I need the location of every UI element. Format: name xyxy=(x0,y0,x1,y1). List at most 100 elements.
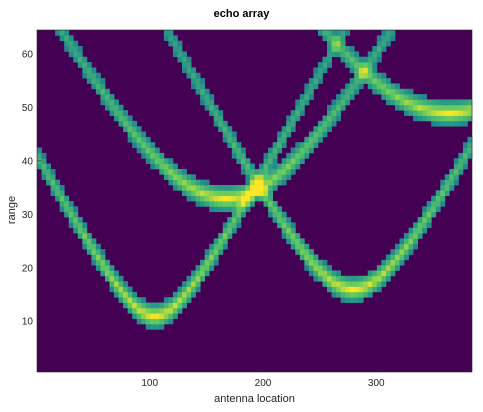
heatmap-cell xyxy=(449,104,455,111)
heatmap-cell xyxy=(55,30,61,36)
heatmap-cell xyxy=(340,286,346,293)
heatmap-cell xyxy=(218,115,224,122)
heatmap-cell xyxy=(100,83,106,90)
heatmap-cell xyxy=(372,46,378,52)
heatmap-cell xyxy=(222,222,228,229)
heatmap-cell xyxy=(277,174,283,181)
heatmap-cell xyxy=(263,158,269,164)
heatmap-cell xyxy=(295,142,301,148)
heatmap-cell xyxy=(340,56,346,63)
heatmap-cell xyxy=(268,184,274,191)
heatmap-cell xyxy=(272,201,278,207)
heatmap-cell xyxy=(426,99,432,106)
heatmap-cell xyxy=(381,88,387,95)
heatmap-cell xyxy=(440,195,446,202)
heatmap-cell xyxy=(168,35,174,42)
heatmap-cell xyxy=(453,115,459,122)
heatmap-cell xyxy=(417,233,423,239)
heatmap-cell xyxy=(95,265,101,271)
heatmap-cell xyxy=(213,120,219,127)
heatmap-cell xyxy=(59,201,65,207)
heatmap-cell xyxy=(304,259,310,266)
heatmap-cell xyxy=(290,222,296,229)
heatmap-cell xyxy=(168,302,174,309)
heatmap-cell xyxy=(172,297,178,303)
heatmap-cell xyxy=(385,35,391,42)
heatmap-cell xyxy=(55,184,61,191)
heatmap-cell xyxy=(399,94,405,100)
heatmap-cell xyxy=(268,168,274,175)
heatmap-cell xyxy=(177,307,183,314)
heatmap-cell xyxy=(322,131,328,138)
heatmap-cell xyxy=(272,152,278,159)
heatmap-cell xyxy=(462,110,468,116)
heatmap-cell xyxy=(159,307,165,314)
heatmap-cell xyxy=(95,259,101,266)
heatmap-cell xyxy=(254,179,260,186)
heatmap-cell xyxy=(240,206,246,213)
heatmap-cell xyxy=(462,99,468,106)
heatmap-cell xyxy=(277,147,283,154)
heatmap-cell xyxy=(444,120,450,127)
heatmap-cell xyxy=(367,281,373,287)
heatmap-cell xyxy=(376,46,382,52)
heatmap-cell xyxy=(249,179,255,186)
heatmap-cell xyxy=(249,190,255,197)
heatmap-cell xyxy=(277,206,283,213)
heatmap-cell xyxy=(95,243,101,250)
heatmap-cell xyxy=(295,158,301,164)
heatmap-cell xyxy=(154,147,160,154)
heatmap-cell xyxy=(141,302,147,309)
heatmap-cell xyxy=(100,265,106,271)
heatmap-cell xyxy=(272,184,278,191)
heatmap-cell xyxy=(159,163,165,170)
heatmap-cell xyxy=(422,206,428,213)
heatmap-cell xyxy=(349,291,355,298)
heatmap-cell xyxy=(272,142,278,148)
heatmap-cell xyxy=(462,163,468,170)
heatmap-cell xyxy=(168,163,174,170)
heatmap-cell xyxy=(245,206,251,213)
y-tick-label: 60 xyxy=(22,50,34,61)
heatmap-cell xyxy=(82,56,88,63)
heatmap-cell xyxy=(372,78,378,84)
heatmap-cell xyxy=(195,88,201,95)
heatmap-cell xyxy=(127,297,133,303)
heatmap-cell xyxy=(195,286,201,293)
heatmap-cell xyxy=(186,56,192,63)
heatmap-cell xyxy=(73,56,79,63)
heatmap-cell xyxy=(177,40,183,47)
heatmap-cell xyxy=(259,190,264,197)
heatmap-cell xyxy=(281,126,287,132)
heatmap-cell xyxy=(413,238,419,245)
heatmap-cell xyxy=(290,238,296,245)
heatmap-cell xyxy=(118,281,124,287)
heatmap-cell xyxy=(200,94,206,100)
heatmap-cell xyxy=(345,51,351,58)
heatmap-cell xyxy=(299,238,305,245)
heatmap-cell xyxy=(268,190,274,197)
heatmap-cell xyxy=(186,67,192,74)
heatmap-cell xyxy=(290,227,296,234)
heatmap-cell xyxy=(132,302,138,309)
heatmap-cell xyxy=(245,195,251,202)
heatmap-cell xyxy=(376,83,382,90)
heatmap-cell xyxy=(417,217,423,223)
heatmap-cell xyxy=(299,254,305,261)
heatmap-cell xyxy=(404,249,409,255)
heatmap-cell xyxy=(317,265,323,271)
heatmap-cell xyxy=(73,211,79,218)
heatmap-cell xyxy=(55,195,61,202)
heatmap-cell xyxy=(68,35,74,42)
heatmap-cell xyxy=(186,275,192,282)
heatmap-cell xyxy=(394,249,400,255)
heatmap-cell xyxy=(394,104,400,111)
heatmap-cell xyxy=(86,78,92,84)
heatmap-cell xyxy=(336,110,341,116)
heatmap-cell xyxy=(467,147,473,154)
heatmap-cell xyxy=(37,152,42,159)
heatmap-cell xyxy=(372,281,378,287)
heatmap-cell xyxy=(41,174,47,181)
heatmap-cell xyxy=(345,83,351,90)
heatmap-cell xyxy=(381,30,387,36)
